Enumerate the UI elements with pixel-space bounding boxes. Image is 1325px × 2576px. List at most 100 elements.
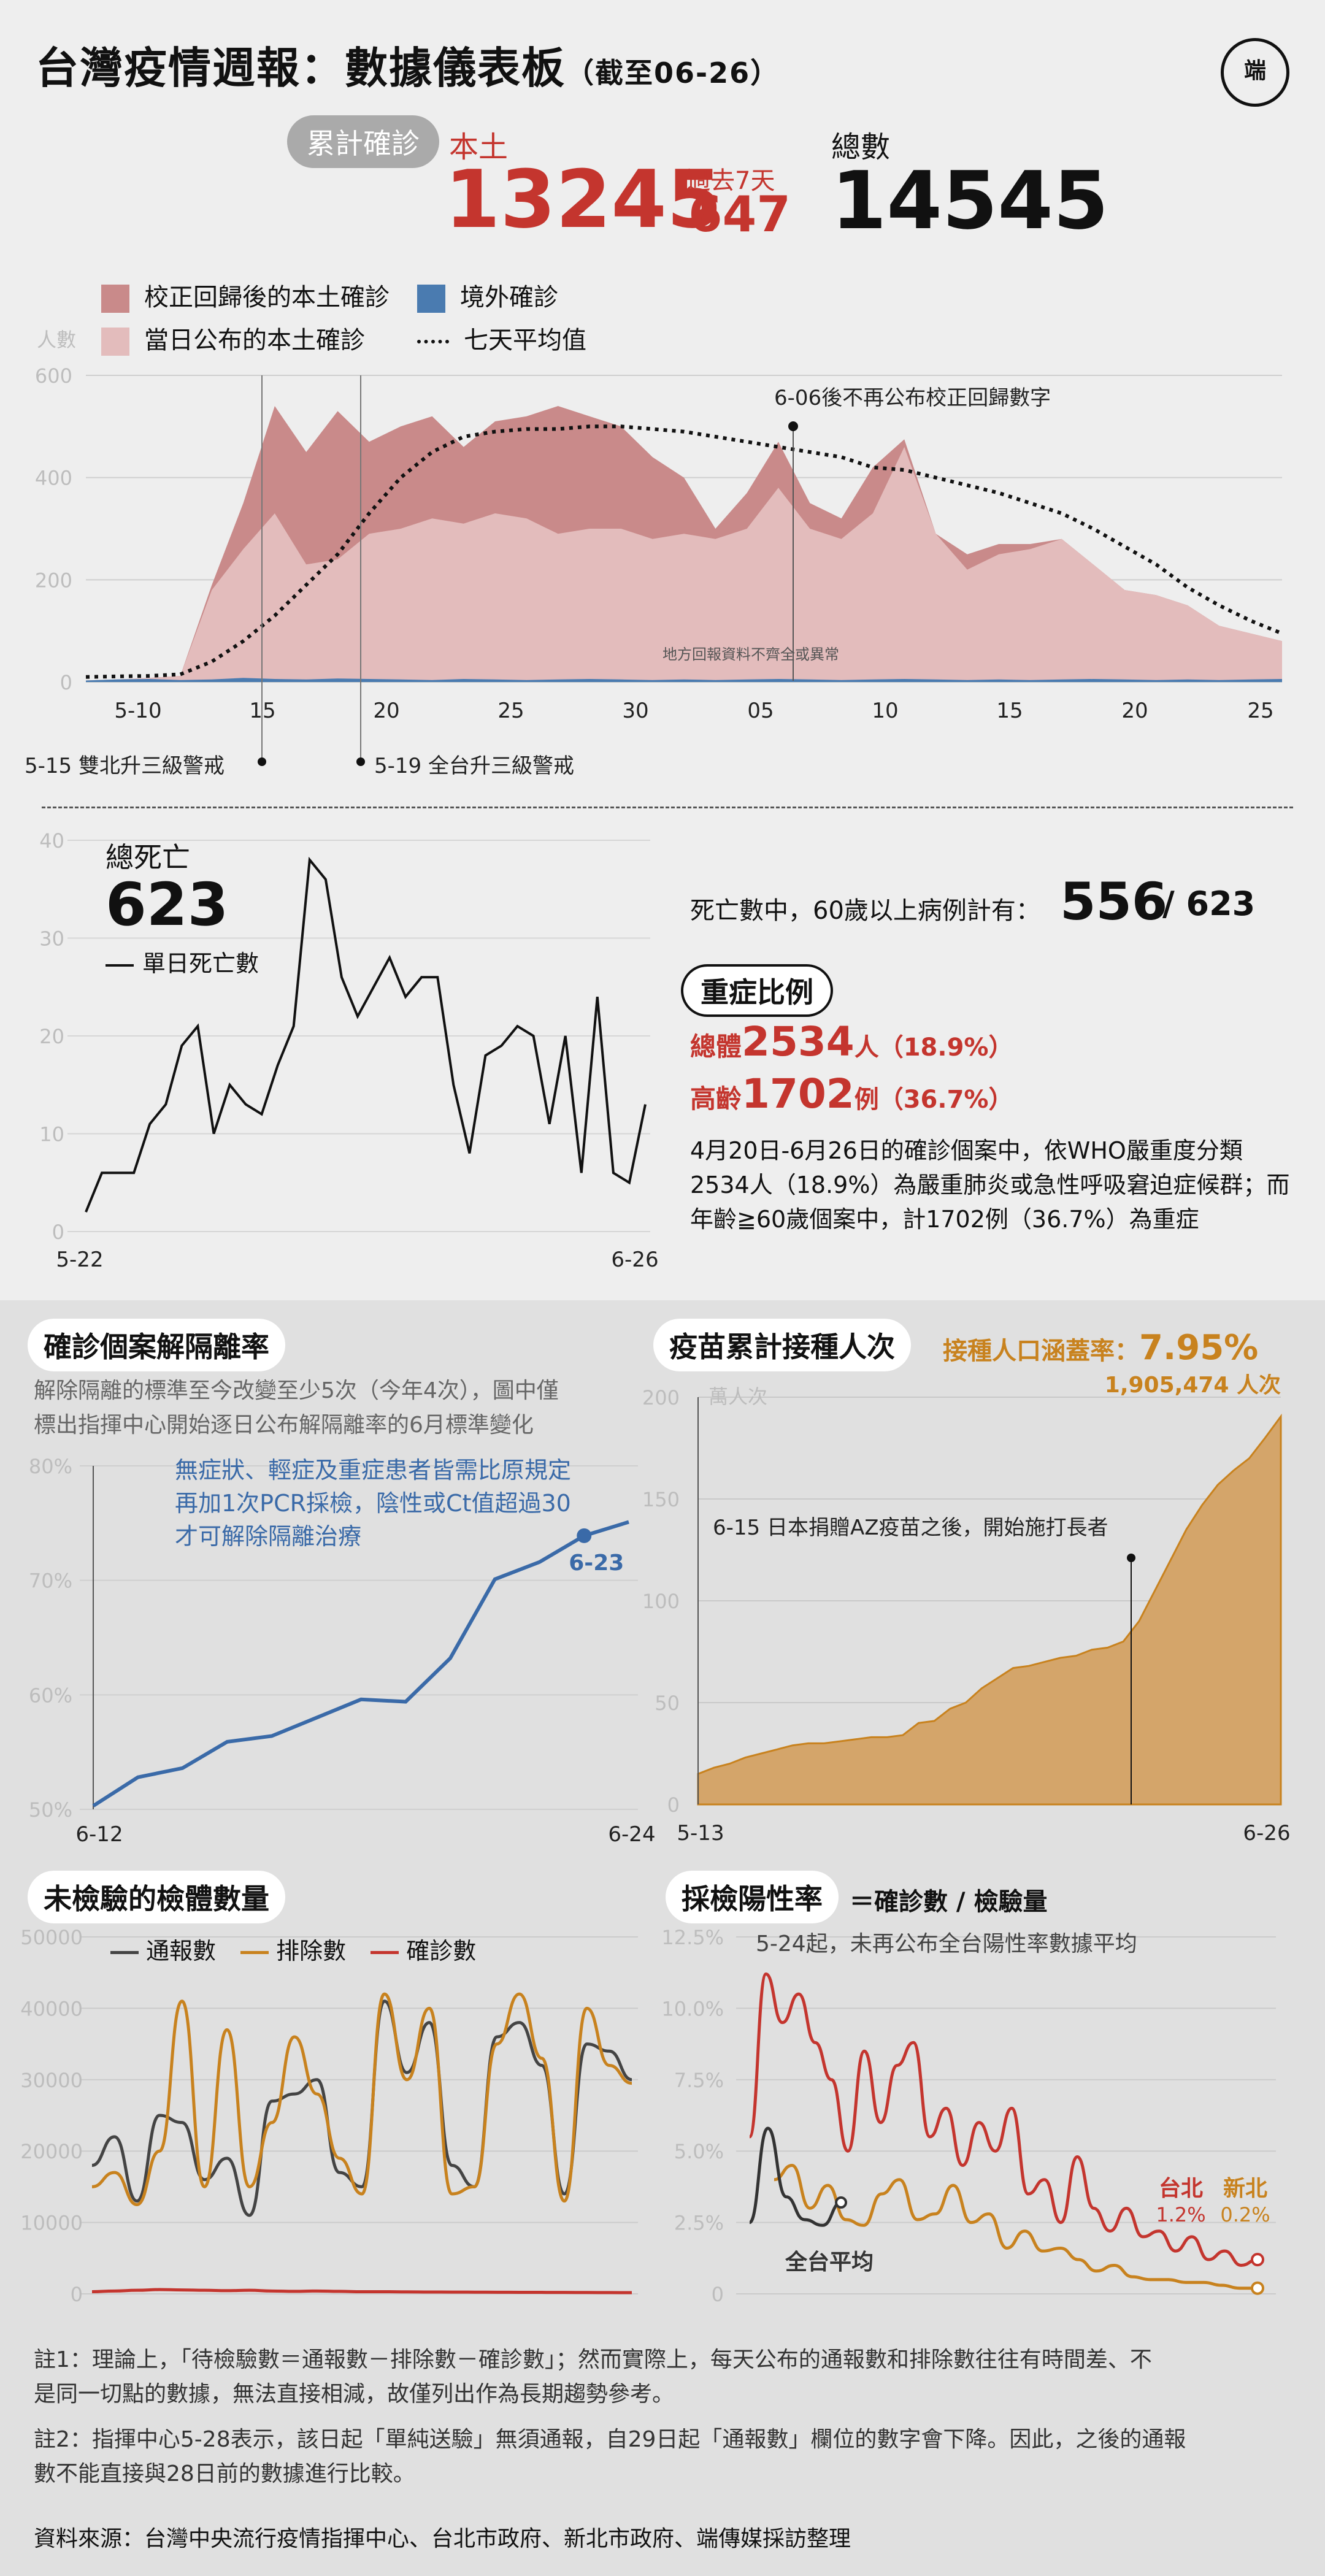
- cases-x-tick: 10: [872, 699, 898, 723]
- untested-y-tick: 20000: [20, 2140, 83, 2163]
- cases-y-tick: 200: [35, 569, 72, 592]
- cases-y-tick: 600: [35, 364, 72, 388]
- positivity-chart: 0 2.5% 5.0% 7.5% 10.0% 12.5% 全台平均 台北1.2% 新北0.2% 5…: [661, 1926, 1280, 2306]
- taipei-value-label: 1.2%: [1156, 2203, 1205, 2226]
- release-rate-line: [92, 1520, 629, 1807]
- national-label: 全台平均: [785, 2249, 874, 2275]
- release-y-tick: 80%: [29, 1455, 72, 1478]
- deaths-chart: 0 10 20 30 40 5-22 6-26: [39, 829, 658, 1272]
- vaccine-y-unit: 萬人次: [709, 1385, 767, 1408]
- positivity-y-tick: 12.5%: [661, 1926, 724, 1949]
- positivity-subtitle: ＝確診數 / 檢驗量: [850, 1888, 1048, 1916]
- vaccine-last-value: 1,905,474 人次: [1105, 1374, 1281, 1398]
- release-note: 無症狀、輕症及重症患者皆需比原規定 再加1次PCR採檢，陰性或Ct值超過30 才可解…: [175, 1457, 572, 1550]
- source-note: 資料來源：台灣中央流行疫情指揮中心、台北市政府、新北市政府、端傳媒採訪整理: [34, 2526, 851, 2551]
- vaccine-coverage: 接種人口涵蓋率：7.95%: [943, 1328, 1259, 1368]
- legend-report-swatch: [110, 1951, 139, 1954]
- confirm-count-line: [91, 2288, 632, 2294]
- cases-x-tick: 15: [996, 699, 1023, 723]
- positivity-y-tick: 5.0%: [674, 2140, 724, 2163]
- new-taipei-end-dot: [1251, 2281, 1264, 2295]
- cases-x-tick: 5-10: [114, 699, 161, 723]
- untested-title: 未檢驗的檢體數量: [28, 1871, 285, 1923]
- deaths-x-tick: 6-26: [611, 1248, 658, 1272]
- vaccine-y-tick: 100: [642, 1590, 680, 1613]
- cases-line-515-dot: [258, 757, 266, 766]
- deaths-legend: 單日死亡數: [106, 945, 259, 978]
- deaths-y-tick: 10: [39, 1123, 64, 1146]
- positivity-note: 5-24起，未再公布全台陽性率數據平均: [756, 1931, 1137, 1957]
- over60-value: 556: [1060, 872, 1168, 932]
- new-taipei-label: 新北: [1223, 2176, 1267, 2201]
- cases-x-tick: 05: [747, 699, 774, 723]
- vaccine-title: 疫苗累計接種人次: [653, 1319, 911, 1371]
- local-value: 13245: [445, 153, 723, 246]
- positivity-title: 採檢陽性率: [666, 1871, 839, 1923]
- release-x-tick: 6-24: [608, 1822, 655, 1847]
- legend-imported-swatch: [417, 285, 445, 313]
- logo: 端: [1221, 38, 1289, 107]
- avg7-line: [85, 424, 1283, 679]
- cases-x-tick: 25: [1247, 699, 1273, 723]
- annotation-606: 6-06後不再公布校正回歸數字: [774, 386, 1051, 410]
- untested-y-tick: 50000: [20, 1926, 83, 1949]
- positivity-y-tick: 10.0%: [661, 1997, 724, 2020]
- deaths-y-tick: 0: [52, 1221, 64, 1244]
- page-title: 台灣疫情週報：數據儀表板（截至06-26）: [36, 43, 780, 93]
- vaccine-x-tick: 5-13: [677, 1821, 724, 1846]
- vaccine-y-tick: 150: [642, 1488, 680, 1511]
- deaths-x-tick: 5-22: [56, 1248, 103, 1272]
- release-x-tick: 6-12: [75, 1822, 123, 1847]
- deaths-y-tick: 40: [39, 829, 64, 853]
- new-taipei-line: [774, 2163, 1258, 2290]
- taipei-line: [748, 1972, 1258, 2267]
- cases-x-tick: 25: [497, 699, 524, 723]
- release-y-tick: 50%: [29, 1798, 72, 1822]
- exclude-count-line: [91, 1992, 632, 2207]
- release-description: 解除隔離的標準至今改變至少5次（今年4次），圖中僅 標出指揮中心開始逐日公布解隔離…: [34, 1378, 559, 1438]
- vaccine-x-tick: 6-26: [1243, 1821, 1290, 1846]
- vaccine-chart: 0 50 100 150 200 萬人次 6-15 日本捐贈AZ疫苗之後，開始施打長者 1,9…: [642, 1374, 1291, 1846]
- untested-y-tick: 30000: [20, 2069, 83, 2092]
- legend-corrected-swatch: [101, 285, 129, 313]
- annotation-515: 5-15 雙北升三級警戒: [25, 754, 225, 778]
- annotation-519: 5-19 全台升三級警戒: [374, 754, 574, 778]
- positivity-y-tick: 7.5%: [674, 2069, 724, 2092]
- release-y-tick: 60%: [29, 1684, 72, 1707]
- cases-y-tick: 400: [35, 467, 72, 490]
- legend-corrected: 校正回歸後的本土確診: [101, 277, 390, 313]
- local-label: 本土: [449, 130, 509, 164]
- section-divider: [42, 807, 1293, 808]
- total-label: 總數: [831, 130, 891, 164]
- vaccine-y-tick: 0: [667, 1793, 680, 1817]
- note-1: 註1：理論上，「待檢驗數＝通報數－排除數－確診數」；然而實際上，每天公布的通報數…: [34, 2347, 1152, 2407]
- cases-x-tick: 30: [622, 699, 648, 723]
- past7-label: 過去7天: [686, 167, 775, 195]
- taipei-end-dot: [1251, 2253, 1264, 2267]
- national-line: [748, 2126, 842, 2227]
- cases-x-tick: 20: [1121, 699, 1148, 723]
- vaccine-y-tick: 200: [642, 1386, 680, 1409]
- cases-y-tick: 0: [60, 671, 72, 694]
- cases-y-unit: 人數: [37, 328, 76, 351]
- annotation-data: 地方回報資料不齊全或異常: [662, 646, 839, 663]
- positivity-y-tick: 0: [712, 2283, 724, 2306]
- severe-description: 4月20日-6月26日的確診個案中，依WHO嚴重度分類 2534人（18.9%）為…: [690, 1137, 1290, 1233]
- deaths-y-tick: 20: [39, 1025, 64, 1048]
- untested-legend: 通報數 排除數 確診數: [110, 1932, 476, 1966]
- bottom-section-background: [0, 1300, 1325, 2576]
- legend-confirm-swatch: [371, 1951, 399, 1954]
- vaccine-y-tick: 50: [655, 1692, 680, 1715]
- release-y-tick: 70%: [29, 1570, 72, 1593]
- past7-value: 647: [688, 186, 791, 243]
- severe-overall: 總體2534人（18.9%）: [690, 1018, 1013, 1065]
- untested-chart: 010000200003000040000500005-136-26: [20, 1926, 648, 2306]
- positivity-y-tick: 2.5%: [674, 2212, 724, 2235]
- national-end-dot: [835, 2196, 848, 2209]
- over60-total: / 623: [1162, 884, 1256, 923]
- note-2: 註2：指揮中心5-28表示，該日起「單純送驗」無須通報，自29日起「通報數」欄位…: [34, 2427, 1186, 2486]
- legend-imported: 境外確診: [417, 277, 558, 313]
- release-chart: 50% 60% 70% 80% 6-23 6-12 6-24: [29, 1455, 656, 1847]
- cases-line-606-dot: [788, 421, 798, 431]
